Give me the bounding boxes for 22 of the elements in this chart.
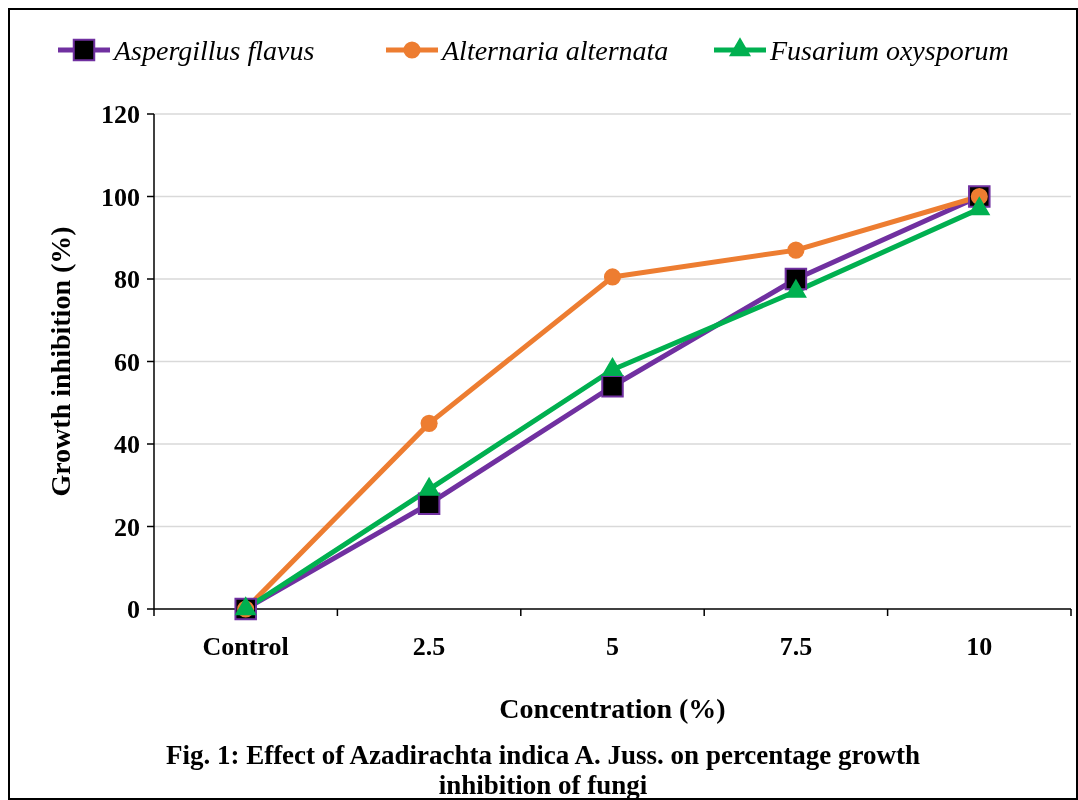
x-tick-label: 5 [606, 632, 619, 661]
y-tick-label: 0 [127, 595, 140, 625]
x-tick-label: Control [202, 632, 289, 661]
y-tick-label: 80 [114, 265, 140, 295]
y-tick-label: 40 [114, 430, 140, 460]
legend-label: Aspergillus flavus [112, 34, 315, 66]
point [787, 241, 805, 259]
x-tick-label: 10 [966, 632, 993, 661]
y-axis-title: Growth inhibition (%) [45, 226, 76, 497]
legend-label: Alternaria alternata [440, 34, 669, 66]
y-tick-label: 20 [114, 512, 140, 542]
legend-label: Fusarium oxysporum [769, 34, 1009, 66]
point [603, 268, 622, 286]
text: Fig. 1: Effect of Azadirachta indica A. Juss. on percentage growth inhibition of fungi [164, 740, 922, 800]
y-tick-label: 120 [101, 100, 140, 130]
x-tick-label: 7.5 [779, 632, 813, 661]
point [420, 414, 438, 432]
x-axis-title: Concentration (%) [499, 693, 726, 724]
point [601, 375, 624, 398]
y-tick-label: 60 [114, 347, 140, 377]
x-tick-label: 2.5 [412, 632, 446, 661]
y-tick-label: 100 [101, 182, 140, 212]
